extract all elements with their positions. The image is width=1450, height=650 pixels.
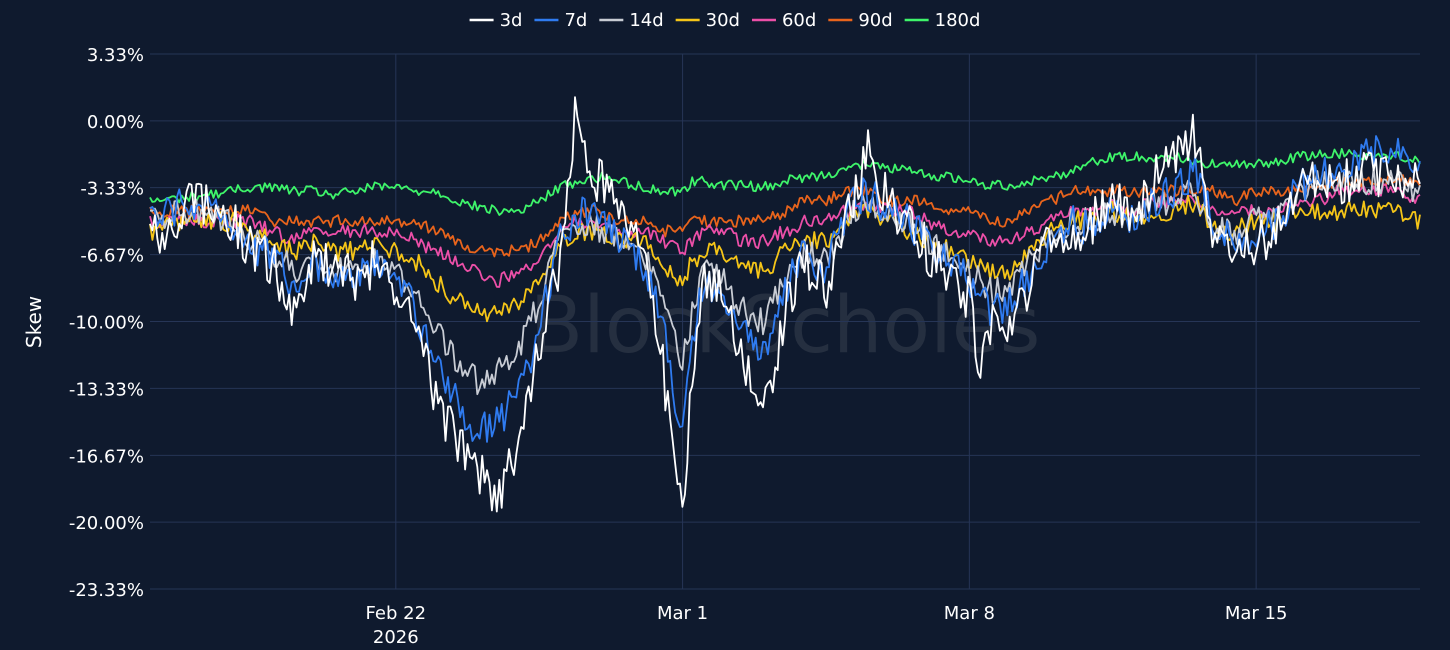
y-tick-label: -6.67% <box>80 246 144 267</box>
legend-label: 180d <box>935 10 981 31</box>
legend-item-90d[interactable]: 90d <box>828 10 893 31</box>
x-tick-label: Mar 8 <box>944 603 995 624</box>
x-tick-sublabel: 2026 <box>373 627 419 648</box>
y-tick-label: -23.33% <box>69 580 144 601</box>
legend-item-3d[interactable]: 3d <box>469 10 523 31</box>
x-axis: Feb 22 2026 Mar 1 Mar 8 Mar 15 <box>366 603 1288 648</box>
y-tick-label: -16.67% <box>69 446 144 467</box>
series-layer <box>149 96 1421 513</box>
legend-label: 3d <box>500 10 523 31</box>
legend-item-30d[interactable]: 30d <box>675 10 740 31</box>
legend-item-7d[interactable]: 7d <box>534 10 587 31</box>
x-tick-label: Mar 1 <box>657 603 708 624</box>
series-line-3d <box>149 96 1421 513</box>
y-tick-label: -10.00% <box>69 313 144 334</box>
legend: 3d 7d 14d 30d 60d 90d 180d <box>469 10 981 31</box>
y-tick-label: -20.00% <box>69 513 144 534</box>
x-tick-label: Mar 15 <box>1225 603 1288 624</box>
y-tick-label: -3.33% <box>80 179 144 200</box>
series-line-180d <box>149 148 1421 216</box>
legend-label: 90d <box>858 10 892 31</box>
legend-label: 14d <box>629 10 663 31</box>
series-line-30d <box>149 194 1421 323</box>
y-axis: 3.33% 0.00% -3.33% -6.67% -10.00% -13.33% -16.… <box>69 45 144 601</box>
y-axis-title: Skew <box>22 296 46 348</box>
x-tick-label: Feb 22 <box>366 603 427 624</box>
legend-label: 60d <box>782 10 816 31</box>
y-tick-label: 0.00% <box>87 112 144 133</box>
series-line-7d <box>149 135 1421 443</box>
legend-label: 7d <box>564 10 587 31</box>
y-tick-label: -13.33% <box>69 379 144 400</box>
series-line-90d <box>149 174 1421 258</box>
legend-item-14d[interactable]: 14d <box>599 10 664 31</box>
legend-item-60d[interactable]: 60d <box>751 10 816 31</box>
legend-item-180d[interactable]: 180d <box>904 10 981 31</box>
legend-label: 30d <box>706 10 740 31</box>
y-tick-label: 3.33% <box>87 45 144 66</box>
